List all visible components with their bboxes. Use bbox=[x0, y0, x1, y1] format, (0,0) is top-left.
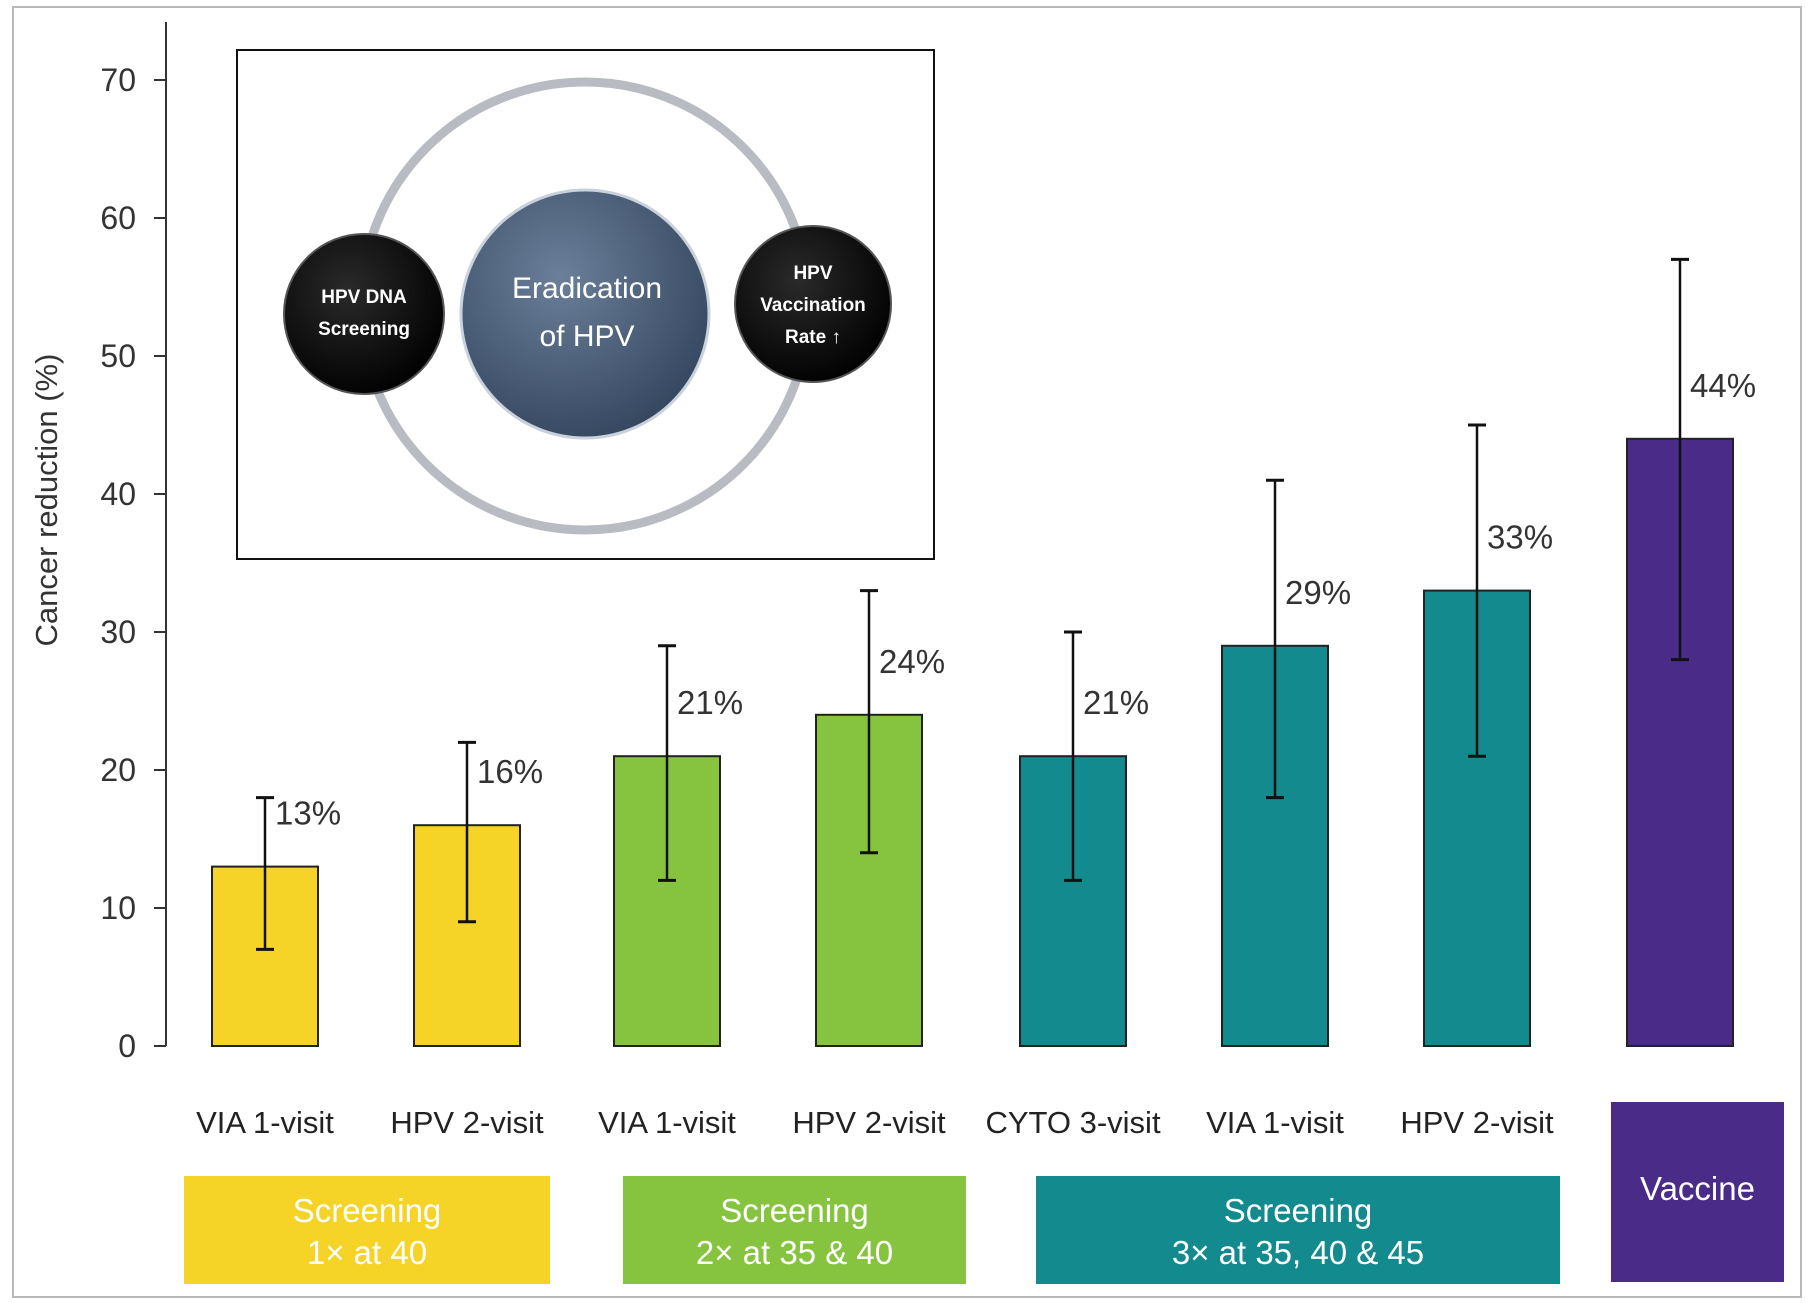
category-label: VIA 1-visit bbox=[598, 1105, 736, 1140]
left-circle-line1: HPV DNA bbox=[321, 287, 407, 308]
center-circle-line2: of HPV bbox=[539, 320, 634, 353]
y-tick-label: 0 bbox=[118, 1028, 136, 1064]
value-labels-group: 13% 16% 21% 24% 21% 29% 33% 44% bbox=[275, 367, 1756, 832]
center-circle bbox=[459, 188, 711, 440]
y-tick-label: 50 bbox=[100, 338, 136, 374]
inset-diagram: Eradication of HPV HPV DNA Screening HPV… bbox=[236, 49, 935, 560]
error-bars-group bbox=[256, 257, 1689, 951]
group-label-line1: Vaccine bbox=[1640, 1170, 1755, 1207]
center-circle-line1: Eradication bbox=[512, 272, 662, 305]
category-label: HPV 2-visit bbox=[1400, 1105, 1554, 1140]
value-label: 16% bbox=[477, 753, 543, 790]
group-label-line2: 1× at 40 bbox=[307, 1234, 427, 1271]
group-label-line1: Screening bbox=[293, 1192, 442, 1229]
y-tick-label: 30 bbox=[100, 614, 136, 650]
y-tick-label: 40 bbox=[100, 476, 136, 512]
value-label: 13% bbox=[275, 795, 341, 832]
value-label: 21% bbox=[1083, 684, 1149, 721]
right-circle-line3: Rate ↑ bbox=[785, 327, 841, 348]
right-circle bbox=[734, 225, 892, 383]
category-label: HPV 2-visit bbox=[390, 1105, 544, 1140]
group-box bbox=[623, 1176, 966, 1284]
group-box bbox=[1036, 1176, 1560, 1284]
group-boxes: Screening 1× at 40 Screening 2× at 35 & 40 S… bbox=[184, 1102, 1784, 1284]
category-labels-group: VIA 1-visit HPV 2-visit VIA 1-visit HPV 2-v… bbox=[196, 1105, 1554, 1140]
category-label: CYTO 3-visit bbox=[985, 1105, 1161, 1140]
category-label: VIA 1-visit bbox=[1206, 1105, 1344, 1140]
group-label-line1: Screening bbox=[1224, 1192, 1373, 1229]
y-tick-label: 60 bbox=[100, 200, 136, 236]
left-circle-line2: Screening bbox=[318, 319, 410, 340]
group-label-line2: 3× at 35, 40 & 45 bbox=[1172, 1234, 1424, 1271]
chart-frame bbox=[12, 6, 1802, 1298]
value-label: 21% bbox=[677, 684, 743, 721]
group-label-line1: Screening bbox=[720, 1192, 869, 1229]
category-label: VIA 1-visit bbox=[196, 1105, 334, 1140]
group-label-line2: 2× at 35 & 40 bbox=[696, 1234, 893, 1271]
y-tick-label: 10 bbox=[100, 890, 136, 926]
value-label: 33% bbox=[1487, 519, 1553, 556]
group-box bbox=[1611, 1102, 1784, 1282]
right-circle-line2: Vaccination bbox=[760, 295, 866, 316]
y-tick-label: 70 bbox=[100, 62, 136, 98]
category-label: HPV 2-visit bbox=[792, 1105, 946, 1140]
y-tick-label: 20 bbox=[100, 752, 136, 788]
y-axis-ticks: 0 10 20 30 40 50 60 70 bbox=[100, 62, 166, 1064]
y-axis-label: Cancer reduction (%) bbox=[29, 354, 64, 647]
value-label: 24% bbox=[879, 643, 945, 680]
value-label: 44% bbox=[1690, 367, 1756, 404]
group-box bbox=[184, 1176, 550, 1284]
left-circle bbox=[283, 233, 445, 395]
value-label: 29% bbox=[1285, 574, 1351, 611]
right-circle-line1: HPV bbox=[793, 263, 832, 284]
